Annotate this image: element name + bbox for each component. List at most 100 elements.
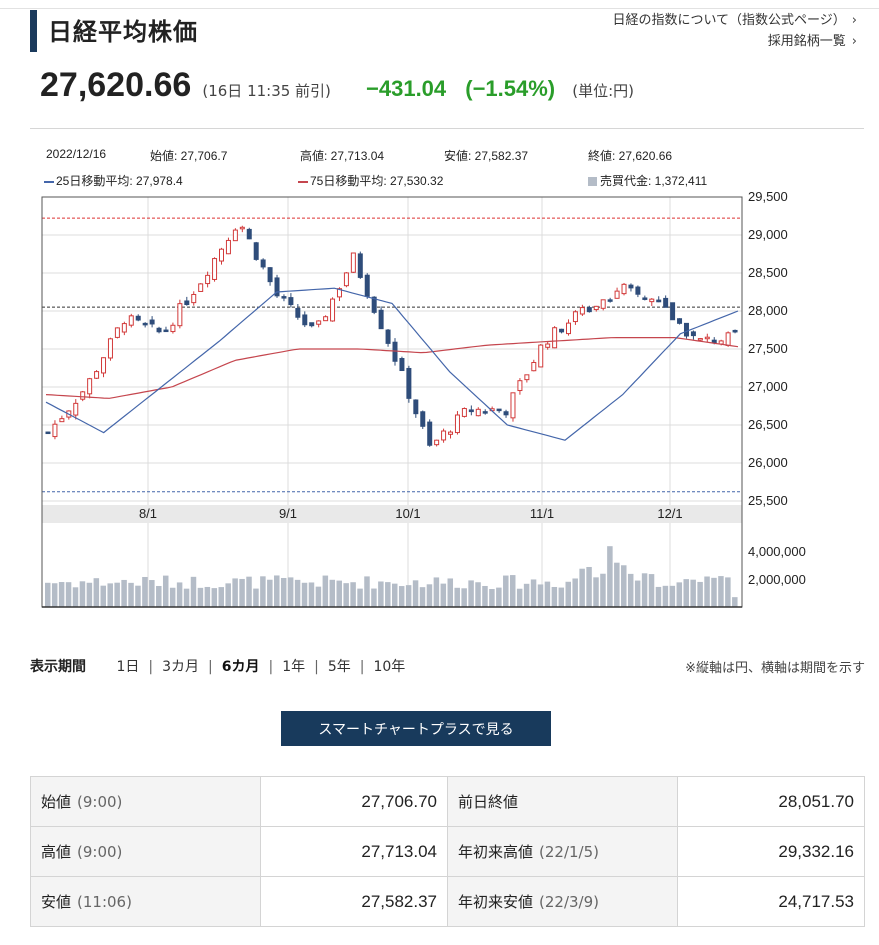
volume-bar-11 [121, 579, 127, 607]
stat-key-0-a: 始値 (9:00) [30, 776, 261, 827]
candle-body-1 [52, 423, 58, 438]
price-change: −431.04 [366, 76, 447, 101]
candle-body-28 [239, 226, 245, 230]
candle-body-62 [475, 408, 481, 417]
candle-body-14 [142, 322, 148, 326]
volume-bar-83 [621, 565, 627, 607]
volume-bar-72 [544, 581, 551, 607]
volume-bar-21 [190, 576, 197, 607]
candle-body-10 [114, 327, 120, 338]
volume-bar-27 [232, 578, 238, 607]
turnover-swatch [588, 177, 597, 187]
volume-bar-14 [142, 576, 148, 607]
period-option-3[interactable]: 1年 [282, 659, 306, 675]
volume-bar-65 [496, 587, 502, 607]
candle-body-47 [371, 296, 377, 313]
candle-body-95 [704, 336, 710, 340]
stat-key-2-b: 年初来安値 (22/3/9) [447, 876, 678, 927]
period-option-1[interactable]: 3カ月 [162, 659, 200, 675]
candle-body-84 [628, 284, 634, 289]
x-axis-band [42, 505, 742, 523]
turnover-value: 売買代金: 1,372,411 [600, 174, 708, 188]
candle-body-45 [357, 253, 363, 278]
price-tick-5: 27,000 [748, 379, 788, 394]
period-option-2[interactable]: 6カ月 [221, 659, 260, 675]
price-tick-1: 29,000 [748, 227, 788, 242]
price-tick-0: 29,500 [748, 189, 788, 204]
candle-body-81 [607, 299, 613, 302]
price-tick-7: 26,000 [748, 455, 788, 470]
candle-body-48 [378, 309, 384, 330]
candle-body-63 [482, 411, 488, 414]
volume-bar-36 [294, 579, 301, 607]
volume-bar-40 [322, 575, 329, 607]
unit-label: (単位:円) [572, 82, 634, 100]
volume-bar-76 [572, 578, 578, 607]
candle-body-15 [149, 319, 155, 325]
volume-bar-71 [537, 584, 544, 607]
candle-body-53 [413, 399, 419, 415]
stat-key-1-b: 年初来高値 (22/1/5) [447, 826, 678, 877]
candle-body-94 [697, 338, 703, 341]
candle-body-18 [170, 324, 176, 333]
candle-body-83 [621, 283, 627, 295]
volume-bar-55 [426, 584, 433, 607]
stats-row: 安値 (11:06) 27,582.37 年初来安値 (22/3/9) 24,717.53 [30, 876, 865, 927]
header-links: 日経の指数について（指数公式ページ） › 採用銘柄一覧 › [612, 10, 857, 52]
stat-value-0-a: 27,706.70 [260, 776, 448, 827]
candle-body-7 [94, 371, 100, 379]
chart-turnover-legend: 売買代金: 1,372,411 [588, 172, 707, 189]
volume-bar-25 [218, 587, 224, 607]
volume-bar-46 [364, 576, 370, 607]
volume-bar-77 [579, 568, 585, 607]
volume-bar-78 [586, 566, 592, 607]
volume-bar-42 [336, 580, 342, 607]
candle-body-80 [600, 299, 606, 309]
candle-body-13 [135, 315, 141, 321]
stat-key-1-b-text: 年初来高値 [458, 843, 534, 861]
candle-body-16 [156, 327, 162, 333]
candle-body-35 [288, 297, 294, 306]
candle-body-71 [538, 344, 544, 368]
index-info-link[interactable]: 日経の指数について（指数公式ページ） › [612, 10, 857, 31]
candle-body-51 [399, 358, 405, 372]
candle-body-9 [107, 338, 113, 359]
smart-chart-plus-button[interactable]: スマートチャートプラスで見る [281, 711, 551, 746]
period-option-4[interactable]: 5年 [327, 659, 351, 675]
stat-value-1-b: 29,332.16 [677, 826, 865, 877]
chevron-right-icon: › [851, 13, 857, 28]
candlestick-chart[interactable]: 29,500 29,000 28,500 28,000 27,500 27,000 26,5… [30, 129, 864, 629]
volume-bar-73 [551, 586, 558, 607]
price-chart-panel: 2022/12/16 始値: 27,706.7 高値: 27,713.04 安値… [30, 128, 864, 628]
period-option-0[interactable]: 1日 [116, 659, 140, 675]
period-option-5[interactable]: 10年 [373, 659, 406, 675]
volume-bar-91 [676, 582, 683, 607]
x-tick-4: 12/1 [657, 506, 682, 521]
constituents-link[interactable]: 採用銘柄一覧 › [612, 31, 857, 52]
chart-ma25-legend: 25日移動平均: 27,978.4 [44, 172, 183, 189]
volume-bar-92 [683, 579, 689, 607]
ma75-value: 75日移動平均: 27,530.32 [310, 174, 444, 188]
candle-body-11 [121, 323, 127, 333]
candle-body-4 [73, 402, 79, 416]
candle-body-85 [635, 286, 641, 295]
price-tick-3: 28,000 [748, 303, 788, 318]
candle-body-20 [184, 300, 190, 306]
candle-body-90 [670, 302, 676, 321]
volume-bar-49 [385, 582, 391, 607]
chart-high: 高値: 27,713.04 [300, 149, 385, 163]
volume-bar-1 [51, 583, 58, 607]
volume-bar-68 [516, 588, 523, 607]
stat-value-2-a-text: 27,582.37 [361, 891, 437, 911]
candle-body-67 [510, 392, 516, 419]
candle-body-43 [343, 272, 349, 287]
price-tick-2: 28,500 [748, 265, 788, 280]
candle-body-60 [461, 408, 467, 417]
candle-body-56 [434, 439, 440, 446]
period-separator: | [359, 659, 365, 675]
candle-body-5 [80, 391, 86, 400]
volume-bar-62 [475, 582, 481, 607]
volume-bar-30 [253, 588, 259, 607]
candle-body-72 [545, 343, 551, 348]
volume-bar-43 [343, 583, 349, 607]
